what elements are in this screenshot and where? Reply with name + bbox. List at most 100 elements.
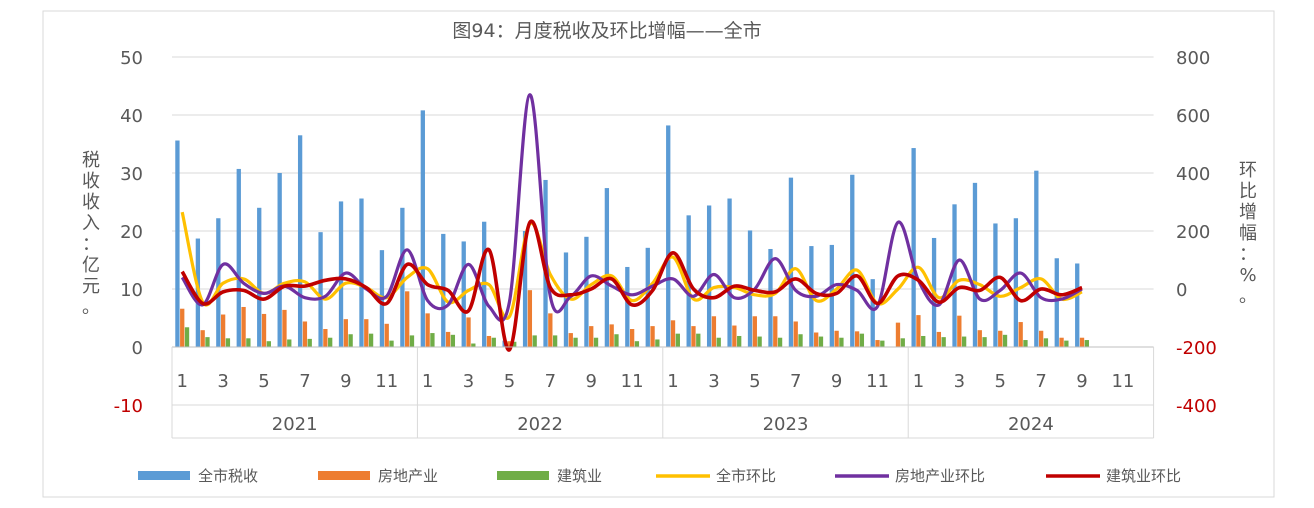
bar xyxy=(184,327,190,347)
x-tick-label: 3 xyxy=(954,371,965,392)
y-tick-label-left: 30 xyxy=(120,164,143,185)
legend-swatch xyxy=(138,471,190,480)
bar xyxy=(941,337,946,347)
bar xyxy=(880,340,885,347)
bar xyxy=(900,338,905,347)
axis-title-char: 增 xyxy=(1239,202,1257,223)
year-label: 2023 xyxy=(763,414,809,435)
axis-title-char: ： xyxy=(1239,244,1257,265)
legend-item: 房地产业环比 xyxy=(835,467,985,485)
bar xyxy=(200,330,205,347)
bar xyxy=(604,188,610,347)
bar xyxy=(302,321,308,347)
y-tick-label-right: 0 xyxy=(1176,280,1187,301)
axis-title-char: 幅 xyxy=(1239,223,1257,244)
bar xyxy=(655,339,660,347)
bar xyxy=(1034,170,1039,347)
bar xyxy=(634,341,640,347)
x-tick-label: 3 xyxy=(708,371,719,392)
legend-item: 全市税收 xyxy=(138,467,258,485)
y-tick-label-left: 50 xyxy=(120,48,143,69)
bar xyxy=(297,135,303,347)
bar xyxy=(696,333,701,347)
y-tick-label-right: 800 xyxy=(1176,48,1210,69)
chart-title: 图94：月度税收及环比增幅——全市 xyxy=(452,20,761,42)
legend-label: 房地产业环比 xyxy=(895,467,985,485)
bar xyxy=(277,173,282,347)
bar xyxy=(246,338,251,347)
bar xyxy=(409,335,415,347)
bar xyxy=(1023,340,1028,347)
year-label: 2024 xyxy=(1008,414,1054,435)
x-tick-label: 11 xyxy=(1111,371,1134,392)
bar xyxy=(1002,334,1008,347)
bar xyxy=(993,223,998,347)
y-tick-label-left: 40 xyxy=(120,106,143,127)
x-tick-label: 5 xyxy=(504,371,515,392)
bar xyxy=(348,334,353,347)
year-label: 2021 xyxy=(272,414,318,435)
bar xyxy=(343,319,348,347)
bar xyxy=(936,331,942,347)
bar xyxy=(773,316,778,347)
bar xyxy=(798,334,803,347)
bar xyxy=(614,334,619,347)
bar xyxy=(768,248,773,347)
bar xyxy=(859,333,865,347)
legend-label: 全市税收 xyxy=(198,467,258,485)
y-tick-label-left: -10 xyxy=(114,396,143,417)
bar xyxy=(522,231,528,347)
axis-title-char: 环 xyxy=(1239,160,1257,181)
x-tick-label: 5 xyxy=(258,371,269,392)
x-tick-label: 3 xyxy=(463,371,474,392)
bar xyxy=(175,140,180,347)
bar xyxy=(589,326,594,347)
bar xyxy=(532,335,537,347)
bar xyxy=(1084,340,1089,347)
bar xyxy=(1043,338,1049,347)
bar xyxy=(512,341,517,347)
bar xyxy=(911,148,916,347)
x-tick-label: 5 xyxy=(749,371,760,392)
bar xyxy=(757,336,762,347)
bar xyxy=(328,337,333,347)
x-tick-label: 5 xyxy=(994,371,1005,392)
y-tick-label-left: 0 xyxy=(132,338,143,359)
bar xyxy=(961,336,967,347)
bar xyxy=(466,317,471,347)
bar xyxy=(982,337,987,347)
bar xyxy=(318,232,323,347)
legend: 全市税收 房地产业 建筑业 全市环比 房地产业环比 建筑业环比 xyxy=(138,467,1181,485)
axis-title-char: 亿 xyxy=(82,255,100,276)
bar xyxy=(716,337,721,347)
bar xyxy=(998,330,1003,347)
bar xyxy=(486,335,492,347)
bar xyxy=(1079,337,1085,347)
bar xyxy=(788,177,794,347)
y-tick-label-right: 400 xyxy=(1176,164,1210,185)
x-tick-label: 9 xyxy=(1076,371,1087,392)
bar xyxy=(552,335,558,347)
axis-title-char: 收 xyxy=(82,171,100,192)
bar xyxy=(1038,330,1044,347)
legend-item: 建筑业环比 xyxy=(1046,467,1181,485)
bar xyxy=(205,337,210,347)
bar xyxy=(609,324,614,347)
bar xyxy=(323,329,328,347)
bar xyxy=(818,336,824,347)
bar xyxy=(236,168,241,347)
bar xyxy=(527,290,533,347)
bar xyxy=(225,338,231,347)
bar xyxy=(261,313,267,347)
bar xyxy=(430,333,435,347)
legend-item: 房地产业 xyxy=(318,467,438,485)
bar xyxy=(895,322,901,347)
y-tick-label-right: -400 xyxy=(1176,396,1217,417)
bar xyxy=(471,343,476,347)
axis-title-char: 入 xyxy=(82,213,100,234)
bar xyxy=(1013,218,1019,347)
bar xyxy=(441,233,446,347)
x-tick-label: 11 xyxy=(375,371,398,392)
bar xyxy=(445,331,451,347)
bar xyxy=(650,326,655,347)
